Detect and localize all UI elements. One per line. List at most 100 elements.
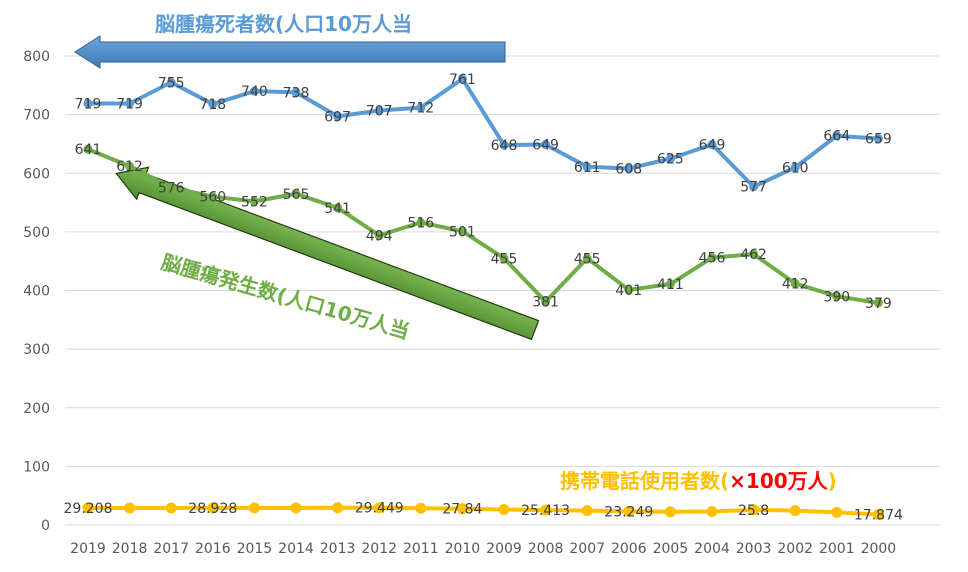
data-label: 648 — [491, 138, 518, 154]
data-point — [748, 504, 760, 516]
data-label: 456 — [699, 251, 726, 267]
data-point — [499, 140, 509, 150]
data-point — [665, 154, 675, 164]
x-tick-label: 2001 — [819, 541, 855, 557]
data-point — [333, 111, 343, 121]
data-label: 740 — [241, 84, 268, 100]
data-label: 755 — [158, 75, 185, 91]
data-label: 29.449 — [355, 501, 404, 517]
data-point — [165, 502, 177, 514]
data-point — [125, 98, 135, 108]
x-tick-label: 2006 — [611, 541, 647, 557]
data-point — [623, 505, 635, 517]
data-point — [541, 140, 551, 150]
data-point — [790, 162, 800, 172]
data-label: 541 — [324, 201, 351, 217]
data-point — [208, 192, 218, 202]
data-point — [540, 504, 552, 516]
data-label: 390 — [823, 289, 850, 305]
data-point — [374, 106, 384, 116]
data-label: 712 — [407, 101, 434, 117]
data-point — [582, 253, 592, 263]
data-point — [582, 162, 592, 172]
data-label: 577 — [740, 180, 767, 196]
data-point — [124, 502, 136, 514]
data-label: 761 — [449, 72, 476, 88]
phone-series-title: 携帯電話使用者数(×100万人) — [560, 469, 837, 493]
data-label: 707 — [366, 104, 393, 120]
data-label: 612 — [116, 159, 143, 175]
data-point — [333, 203, 343, 213]
data-label: 516 — [407, 215, 434, 231]
data-point — [416, 103, 426, 113]
phone-title-prefix: 携帯電話使用者数( — [560, 469, 729, 493]
y-tick-label: 700 — [23, 108, 50, 124]
y-tick-label: 0 — [41, 518, 50, 534]
data-point — [832, 291, 842, 301]
data-point — [624, 285, 634, 295]
data-label: 401 — [615, 283, 642, 299]
data-label: 576 — [158, 180, 185, 196]
data-label: 625 — [657, 152, 684, 168]
data-point — [707, 253, 717, 263]
data-point — [832, 131, 842, 141]
x-tick-label: 2010 — [445, 541, 481, 557]
data-label: 719 — [116, 96, 143, 112]
data-point — [416, 217, 426, 227]
y-tick-label: 400 — [23, 284, 50, 300]
data-point — [248, 502, 260, 514]
data-point — [541, 297, 551, 307]
data-label: 494 — [366, 228, 393, 244]
data-label: 455 — [574, 251, 601, 267]
data-label: 610 — [782, 160, 809, 176]
x-tick-label: 2012 — [361, 541, 397, 557]
data-point — [665, 279, 675, 289]
data-point — [873, 134, 883, 144]
data-point — [664, 506, 676, 518]
data-label: 664 — [823, 129, 850, 145]
data-point — [457, 226, 467, 236]
data-point — [749, 182, 759, 192]
data-label: 17.874 — [854, 508, 903, 524]
x-tick-label: 2005 — [653, 541, 689, 557]
phone-title-value: 100万人 — [746, 469, 829, 493]
data-label: 501 — [449, 224, 476, 240]
data-label: 560 — [199, 190, 226, 206]
data-point — [83, 144, 93, 154]
data-point — [290, 502, 302, 514]
y-tick-label: 300 — [23, 342, 50, 358]
data-point — [373, 502, 385, 514]
data-point — [498, 503, 510, 515]
data-point — [82, 502, 94, 514]
data-point — [249, 86, 259, 96]
data-label: 412 — [782, 276, 809, 292]
data-label: 649 — [699, 138, 726, 154]
data-point — [749, 249, 759, 259]
data-label: 641 — [75, 142, 102, 158]
y-tick-label: 800 — [23, 49, 50, 65]
data-point — [125, 161, 135, 171]
data-label: 381 — [532, 295, 559, 311]
data-point — [581, 505, 593, 517]
x-tick-label: 2008 — [528, 541, 564, 557]
x-tick-label: 2013 — [320, 541, 356, 557]
data-label: 718 — [199, 97, 226, 113]
series-line — [86, 147, 881, 305]
data-point — [166, 77, 176, 87]
y-tick-label: 600 — [23, 166, 50, 182]
y-tick-label: 200 — [23, 401, 50, 417]
data-point — [456, 503, 468, 515]
deaths-series-title: 脳腫瘍死者数(人口10万人当 — [154, 12, 412, 36]
phone-title-suffix: ) — [828, 469, 837, 493]
y-tick-label: 500 — [23, 225, 50, 241]
x-tick-label: 2018 — [112, 541, 148, 557]
x-tick-label: 2002 — [777, 541, 813, 557]
series-line — [86, 505, 881, 517]
data-point — [706, 506, 718, 518]
data-label: 738 — [283, 85, 310, 101]
data-label: 28.928 — [188, 501, 237, 517]
data-label: 608 — [615, 162, 642, 178]
data-point — [249, 196, 259, 206]
data-point — [291, 87, 301, 97]
